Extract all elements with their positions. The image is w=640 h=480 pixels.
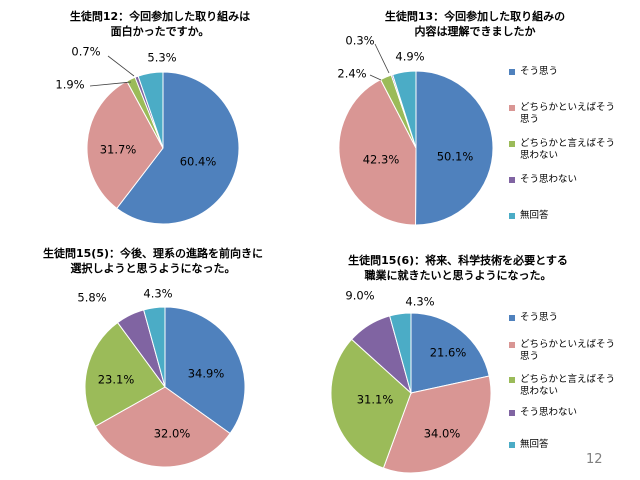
pie-slice-0-4 bbox=[137, 71, 164, 149]
pie-slice-1-0 bbox=[415, 70, 494, 226]
legend-label: どちらかと言えばそう 思わない bbox=[520, 138, 616, 161]
data-label-0-2: 1.9% bbox=[55, 78, 84, 92]
leader-line-0-3 bbox=[107, 55, 135, 77]
legend-swatch bbox=[509, 213, 515, 219]
pie-chart-0: 60.4% 31.7% 1.9% 0.7% 5.3% bbox=[55, 45, 240, 225]
leader-line-1-3 bbox=[374, 43, 390, 74]
data-label-1-2: 2.4% bbox=[337, 67, 366, 81]
legend-swatch bbox=[509, 315, 515, 321]
pie-chart-1: 50.1% 42.3% 2.4% 0.3% 4.9% bbox=[337, 34, 494, 226]
legend-label: 無回答 bbox=[520, 210, 549, 221]
legend-swatch bbox=[509, 442, 515, 448]
data-label-0-4: 5.3% bbox=[147, 51, 176, 65]
legend-swatch bbox=[509, 141, 515, 147]
data-label-2-4: 4.3% bbox=[143, 287, 172, 301]
pie-slice-2-4 bbox=[143, 306, 166, 388]
legend-q15-6: そう思うどちらかといえばそう 思う どちらかと言えばそう 思わないそう思わない 無回… bbox=[509, 312, 629, 450]
pie-chart-3: 21.6% 34.0% 31.1% 9.0% 4.3% bbox=[330, 289, 492, 474]
chart-title-q12: 生徒問12：今回参加した取り組みは 面白かったですか。 bbox=[69, 10, 251, 38]
pie-chart-2: 34.9% 32.0% 23.1% 5.8% 4.3% bbox=[77, 287, 246, 468]
data-label-2-1: 32.0% bbox=[154, 427, 191, 441]
data-label-2-0: 34.9% bbox=[188, 367, 225, 381]
data-label-0-0: 60.4% bbox=[180, 155, 217, 169]
pie-slice-0-0 bbox=[116, 71, 240, 225]
pie-slice-3-1 bbox=[382, 375, 492, 474]
pie-slice-1-4 bbox=[392, 70, 417, 149]
data-label-3-3: 9.0% bbox=[345, 289, 374, 303]
data-label-2-2: 23.1% bbox=[98, 373, 135, 387]
pie-slice-1-1 bbox=[338, 78, 417, 226]
chart-title-q13: 生徒問13：今回参加した取り組みの 内容は理解できましたか bbox=[384, 10, 566, 38]
pie-slice-3-2 bbox=[330, 338, 412, 469]
legend-label: そう思う bbox=[520, 312, 559, 323]
legend-swatch bbox=[509, 105, 515, 111]
legend-label: そう思わない bbox=[520, 407, 578, 418]
data-label-1-0: 50.1% bbox=[437, 150, 474, 164]
leader-line-0-2 bbox=[89, 81, 132, 87]
legend-swatch bbox=[509, 410, 515, 416]
chart-title-q15-6: 生徒問15(6)：将来、科学技術を必要とする 職業に就きたいと思うようになった。 bbox=[348, 254, 568, 282]
data-label-3-4: 4.3% bbox=[405, 295, 434, 309]
pie-slice-2-0 bbox=[164, 306, 246, 435]
data-label-1-1: 42.3% bbox=[363, 153, 400, 167]
legend-swatch bbox=[509, 69, 515, 75]
chart-title-q15-5: 生徒問15(5)：今後、理系の進路を前向きに 選択しようと思うようになった。 bbox=[42, 247, 263, 275]
legend-swatch bbox=[509, 177, 515, 183]
page-number: 12 bbox=[586, 452, 603, 467]
leader-line-1-2 bbox=[369, 74, 382, 81]
data-label-0-3: 0.7% bbox=[71, 45, 100, 59]
legend-label: そう思う bbox=[520, 66, 559, 77]
data-label-3-0: 21.6% bbox=[430, 346, 467, 360]
legend-q13: そう思うどちらかといえばそう 思う どちらかと言えばそう 思わないそう思わない 無回… bbox=[509, 66, 629, 226]
data-label-0-1: 31.7% bbox=[100, 143, 137, 157]
legend-label: 無回答 bbox=[520, 439, 549, 450]
data-label-1-3: 0.3% bbox=[345, 34, 374, 48]
pie-slice-3-4 bbox=[389, 312, 412, 394]
pie-slice-2-2 bbox=[84, 321, 166, 427]
legend-label: どちらかと言えばそう 思わない bbox=[520, 374, 616, 397]
legend-swatch bbox=[509, 342, 515, 348]
legend-label: どちらかといえばそう 思う bbox=[520, 339, 616, 362]
legend-label: そう思わない bbox=[520, 174, 578, 185]
data-label-1-4: 4.9% bbox=[395, 50, 424, 64]
pie-slice-3-0 bbox=[410, 312, 490, 394]
data-label-3-1: 34.0% bbox=[424, 427, 461, 441]
data-label-3-2: 31.1% bbox=[357, 393, 394, 407]
pie-slice-2-1 bbox=[94, 386, 231, 468]
data-label-2-3: 5.8% bbox=[77, 291, 106, 305]
legend-label: どちらかといえばそう 思う bbox=[520, 102, 616, 125]
legend-swatch bbox=[509, 377, 515, 383]
